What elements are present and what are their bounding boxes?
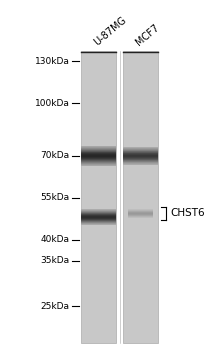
Text: 130kDa: 130kDa (35, 57, 69, 66)
Text: 35kDa: 35kDa (40, 256, 69, 265)
Text: 100kDa: 100kDa (35, 99, 69, 108)
Text: 55kDa: 55kDa (40, 193, 69, 202)
Text: MCF7: MCF7 (133, 22, 160, 47)
Text: 40kDa: 40kDa (41, 235, 69, 244)
Bar (81, 51, 116, 343)
Text: 25kDa: 25kDa (41, 302, 69, 311)
Text: CHST6: CHST6 (169, 209, 204, 218)
Text: 70kDa: 70kDa (40, 151, 69, 160)
Bar (122, 51, 157, 343)
Text: U-87MG: U-87MG (92, 14, 128, 47)
